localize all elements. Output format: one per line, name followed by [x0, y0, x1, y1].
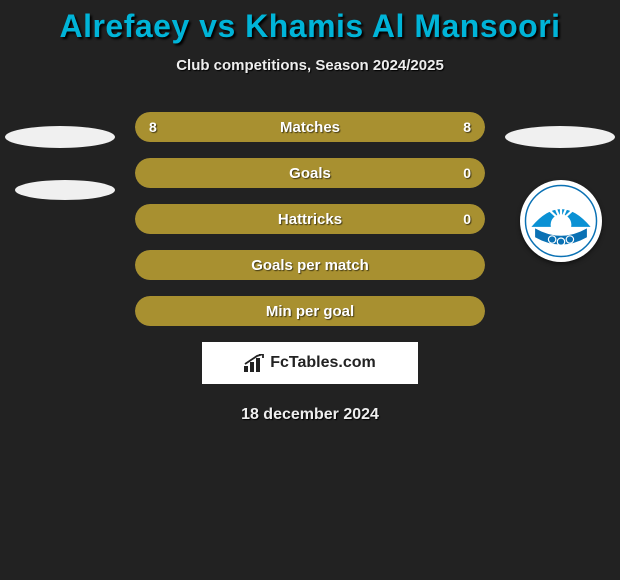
- stats-block: 8 8 Matches 0 Goals 0 Hattricks Goals per match…: [0, 112, 620, 326]
- date-text: 18 december 2024: [0, 406, 620, 424]
- stat-label: Goals per match: [251, 257, 369, 274]
- stat-row: 8 8 Matches: [135, 112, 485, 142]
- stat-row: Goals per match: [135, 250, 485, 280]
- stat-label: Min per goal: [266, 303, 354, 320]
- stat-label: Hattricks: [278, 211, 342, 228]
- stat-row: Min per goal: [135, 296, 485, 326]
- stat-value-left: 8: [149, 119, 157, 135]
- stat-label: Goals: [289, 165, 331, 182]
- stat-row: 0 Goals: [135, 158, 485, 188]
- stat-label: Matches: [280, 119, 340, 136]
- brand-text: FcTables.com: [270, 354, 376, 372]
- brand-badge[interactable]: FcTables.com: [202, 342, 418, 384]
- stat-value-right: 8: [463, 119, 471, 135]
- page-title: Alrefaey vs Khamis Al Mansoori: [0, 0, 620, 45]
- stat-value-right: 0: [463, 165, 471, 181]
- subtitle: Club competitions, Season 2024/2025: [0, 57, 620, 74]
- stat-row: 0 Hattricks: [135, 204, 485, 234]
- stat-value-right: 0: [463, 211, 471, 227]
- brand-bars-icon: [244, 354, 266, 372]
